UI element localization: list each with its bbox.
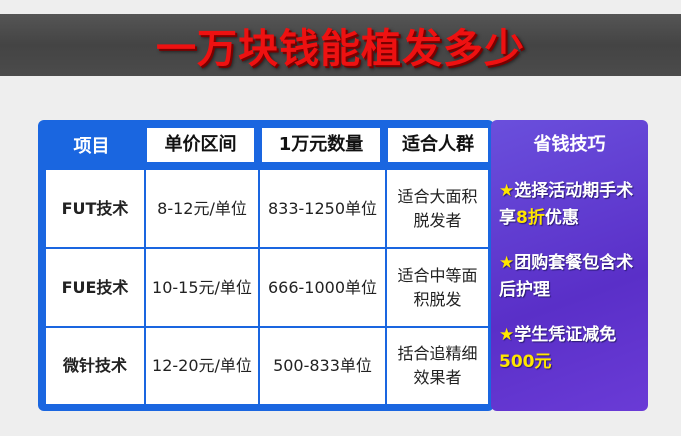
header-quantity: 1万元数量 bbox=[262, 128, 380, 162]
row-1-item: FUT技术 bbox=[46, 170, 144, 247]
tip-highlight: 500元 bbox=[499, 352, 552, 372]
tip-highlight: 8折 bbox=[516, 208, 545, 228]
title-banner: 一万块钱能植发多少 bbox=[0, 14, 681, 76]
star-icon: ★ bbox=[499, 181, 515, 201]
tip-text-after: 优惠 bbox=[544, 208, 579, 228]
header-item: 项目 bbox=[73, 136, 110, 157]
row-2-audience: 适合中等面积脱发 bbox=[387, 249, 488, 326]
row-1-audience: 适合大面积脱发者 bbox=[387, 170, 488, 247]
row-1-price: 8-12元/单位 bbox=[146, 170, 258, 247]
header-price: 单价区间 bbox=[147, 128, 254, 162]
star-icon: ★ bbox=[499, 325, 515, 345]
tips-title: 省钱技巧 bbox=[533, 134, 606, 155]
tip-text: 学生凭证减免 bbox=[514, 325, 617, 345]
header-audience: 适合人群 bbox=[388, 128, 488, 162]
row-3-quantity: 500-833单位 bbox=[260, 328, 385, 404]
tip-text: 选择活动期手术享 bbox=[499, 181, 634, 228]
comparison-table: 项目 单价区间 1万元数量 适合人群 FUT技术 8-12元/单位 833-12… bbox=[38, 120, 494, 411]
row-2-quantity: 666-1000单位 bbox=[260, 249, 385, 326]
money-saving-tips-panel: 省钱技巧 ★选择活动期手术享8折优惠 ★团购套餐包含术后护理 ★学生凭证减免50… bbox=[491, 120, 648, 411]
row-3-item: 微针技术 bbox=[46, 328, 144, 404]
star-icon: ★ bbox=[499, 253, 515, 273]
row-1-quantity: 833-1250单位 bbox=[260, 170, 385, 247]
page-title: 一万块钱能植发多少 bbox=[156, 25, 525, 72]
row-3-audience: 括合追精细效果者 bbox=[387, 328, 488, 404]
row-2-price: 10-15元/单位 bbox=[146, 249, 258, 326]
tip-1: ★选择活动期手术享8折优惠 bbox=[499, 178, 640, 232]
tip-2: ★团购套餐包含术后护理 bbox=[499, 250, 640, 304]
tip-text: 团购套餐包含术后护理 bbox=[499, 253, 634, 300]
row-3-price: 12-20元/单位 bbox=[146, 328, 258, 404]
row-2-item: FUE技术 bbox=[46, 249, 144, 326]
tip-3: ★学生凭证减免 500元 bbox=[499, 322, 640, 376]
